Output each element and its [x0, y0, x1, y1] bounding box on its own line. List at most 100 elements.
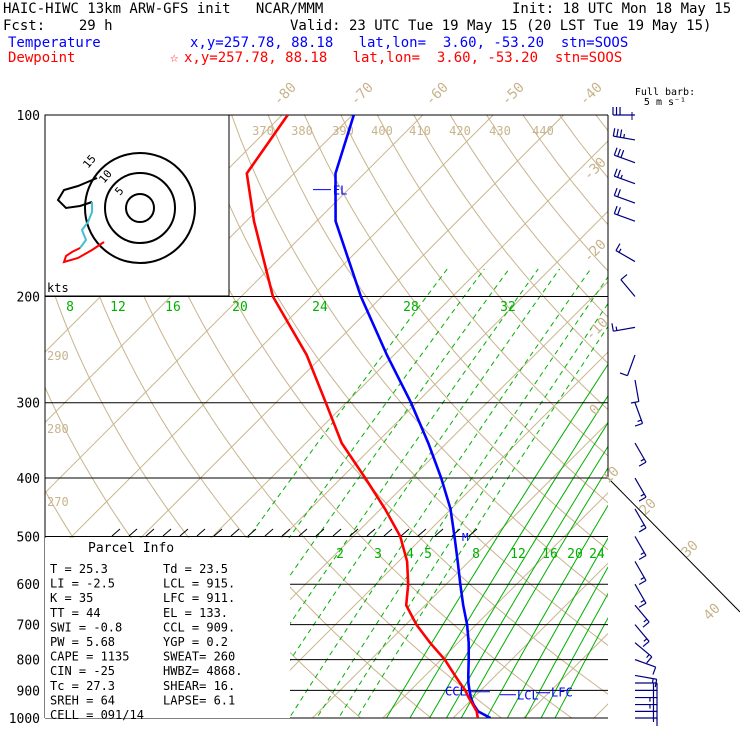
el-label: EL	[333, 184, 347, 198]
forecast-hour: Fcst: 29 h	[3, 18, 113, 34]
mixing-ratio-line	[485, 504, 608, 718]
model-title: HAIC-HIWC 13km ARW-GFS init NCAR/MMM	[3, 1, 324, 17]
parcel-value-left: SREH = 64	[50, 693, 115, 707]
hatch-mark	[111, 528, 121, 537]
right-border-line	[607, 115, 740, 613]
wind-barb-flag	[619, 372, 628, 377]
theta-label: 420	[449, 124, 471, 138]
mixing-ratio-label: 8	[66, 300, 74, 315]
mixing-ratio-label: 24	[312, 300, 328, 315]
hatch-mark	[417, 528, 427, 537]
hodograph-ring	[104, 172, 176, 244]
dry-adiabat-line	[595, 115, 608, 132]
wind-barb-flag	[617, 148, 621, 157]
theta-label: 270	[47, 495, 69, 509]
wind-barb-flag	[611, 323, 614, 332]
wind-barb-flag	[638, 579, 647, 586]
hatch-mark	[332, 528, 342, 537]
wind-barb-flag	[646, 654, 650, 658]
wind-barb-flag	[651, 678, 654, 683]
hatch-mark	[468, 528, 478, 537]
hatch-mark	[230, 528, 240, 537]
wind-barb-flag	[646, 656, 653, 664]
isotherm-line	[241, 351, 608, 718]
m-label: M	[462, 531, 469, 544]
dry-adiabat-line	[267, 115, 608, 551]
hatch-mark	[196, 528, 206, 537]
hatch-mark	[264, 528, 274, 537]
mixing-ratio-line	[288, 268, 592, 718]
isotherm-label: 30	[679, 538, 702, 561]
pressure-tick-label: 100	[17, 109, 40, 124]
temperature-profile-line	[334, 115, 492, 718]
hatch-mark	[315, 528, 325, 537]
lcl-label: LCL	[517, 689, 539, 703]
mixing-ratio-line	[316, 275, 608, 718]
parcel-value-right: EL = 133.	[163, 606, 228, 620]
wind-barb-flag	[620, 174, 623, 179]
mixing-ratio-line	[251, 268, 561, 718]
wind-barb-flag	[640, 576, 645, 580]
wind-barb-flag	[623, 133, 626, 139]
dewpoint-legend-label: Dewpoint	[8, 50, 76, 66]
dry-adiabat-line	[304, 115, 608, 504]
wind-barb-staff	[634, 477, 647, 498]
parcel-panel-background	[45, 538, 290, 718]
pressure-tick-label: 300	[17, 397, 40, 412]
wind-barb-flag	[640, 524, 645, 528]
pressure-tick-label: 600	[17, 578, 40, 593]
isotherm-label: -50	[499, 80, 528, 109]
parcel-value-right: CCL = 909.	[163, 620, 235, 634]
wind-barb-flag	[618, 248, 622, 253]
barb-legend-units: 5 m s⁻¹	[644, 97, 686, 108]
hatch-mark	[281, 528, 291, 537]
wind-barb-flag	[638, 555, 647, 561]
wind-barb-staff	[634, 442, 647, 463]
hodograph-frame	[44, 114, 230, 297]
parcel-value-left: K = 35	[50, 591, 93, 605]
hodograph-ring	[125, 193, 155, 223]
mixing-ratio-label: 12	[110, 300, 126, 315]
wind-barb-flag	[620, 149, 625, 158]
isotherm-line	[0, 115, 1, 731]
hatch-mark	[162, 528, 172, 537]
mixing-ratio-line	[445, 445, 608, 718]
mixing-ratio-label: 28	[403, 300, 419, 315]
isotherm-line	[593, 703, 608, 718]
isotherm-label: 10	[600, 464, 623, 487]
parcel-value-left: LI = -2.5	[50, 577, 115, 591]
parcel-value-left: T = 25.3	[50, 562, 108, 576]
mixing-ratio-label: 16	[542, 547, 558, 562]
parcel-value-left: CIN = -25	[50, 664, 115, 678]
isotherm-line	[652, 115, 740, 731]
ccl-label: CCL	[445, 685, 467, 699]
wind-barb-staff	[634, 508, 647, 529]
wind-barb-flag	[643, 618, 648, 623]
wind-barbs: Full barb:5 m s⁻¹	[611, 87, 695, 726]
wind-barb-flag	[617, 189, 621, 197]
wind-barb-flag	[613, 147, 618, 156]
isotherm-line	[452, 562, 608, 718]
dry-adiabat-line	[376, 115, 608, 411]
wind-barb-flag	[640, 493, 645, 497]
mixing-ratio-label: 20	[232, 300, 248, 315]
wind-barb-flag	[615, 326, 618, 331]
parcel-value-right: SHEAR= 16.	[163, 679, 235, 693]
mixing-ratio-line	[428, 421, 608, 718]
parcel-value-left: CAPE = 1135	[50, 650, 129, 664]
parcel-value-left: CELL = 091/14	[50, 708, 144, 722]
isotherm-label: 20	[637, 496, 660, 519]
wind-barb-flag	[638, 527, 647, 533]
dry-adiabat-line	[486, 115, 608, 272]
wind-barb-staff	[613, 135, 636, 141]
hatch-mark	[128, 528, 138, 537]
theta-label: 430	[489, 124, 511, 138]
wind-barb-flag	[643, 638, 648, 642]
parcel-value-right: Td = 23.5	[163, 562, 228, 576]
pressure-tick-label: 700	[17, 619, 40, 634]
parcel-value-right: LCL = 915.	[163, 577, 235, 591]
wind-barb-flag	[615, 243, 621, 251]
hatch-mark	[298, 528, 308, 537]
wind-barb-flag	[634, 422, 643, 427]
mixing-ratio-line	[385, 363, 608, 718]
